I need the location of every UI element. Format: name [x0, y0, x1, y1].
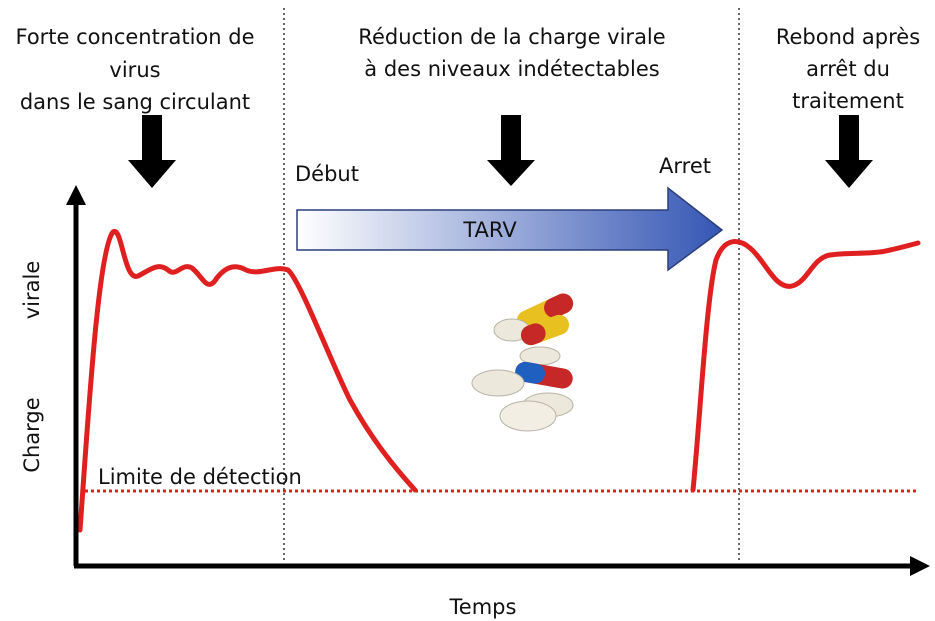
phase-label: Forte concentration de [15, 25, 254, 49]
phase-label: dans le sang circulant [20, 90, 250, 114]
phase-label: traitement [792, 89, 904, 113]
treatment-end: Arret [659, 154, 711, 178]
diagram: Forte concentration de virus dans le san… [0, 0, 935, 621]
phase-label: Rebond après [776, 25, 920, 49]
down-arrow [128, 115, 176, 188]
pills-illustration [472, 290, 576, 431]
x-axis-label: Temps [449, 595, 517, 619]
down-arrow [825, 115, 873, 188]
y-axis-label: Charge [20, 397, 44, 472]
page: {"phases":[{"lines":["Forte concentratio… [0, 0, 935, 621]
down-arrow [487, 115, 535, 186]
treatment-label: TARV [462, 218, 517, 242]
phase-label: arrêt du [806, 57, 890, 81]
detection-limit-label: Limite de détection [98, 465, 302, 489]
viral-load-curve [693, 242, 918, 490]
treatment-start: Début [295, 162, 359, 186]
phase-label: à des niveaux indétectables [364, 57, 659, 81]
phase-label: Réduction de la charge virale [358, 25, 665, 49]
phase-label: virus [109, 58, 160, 82]
y-axis-label: virale [20, 261, 44, 320]
